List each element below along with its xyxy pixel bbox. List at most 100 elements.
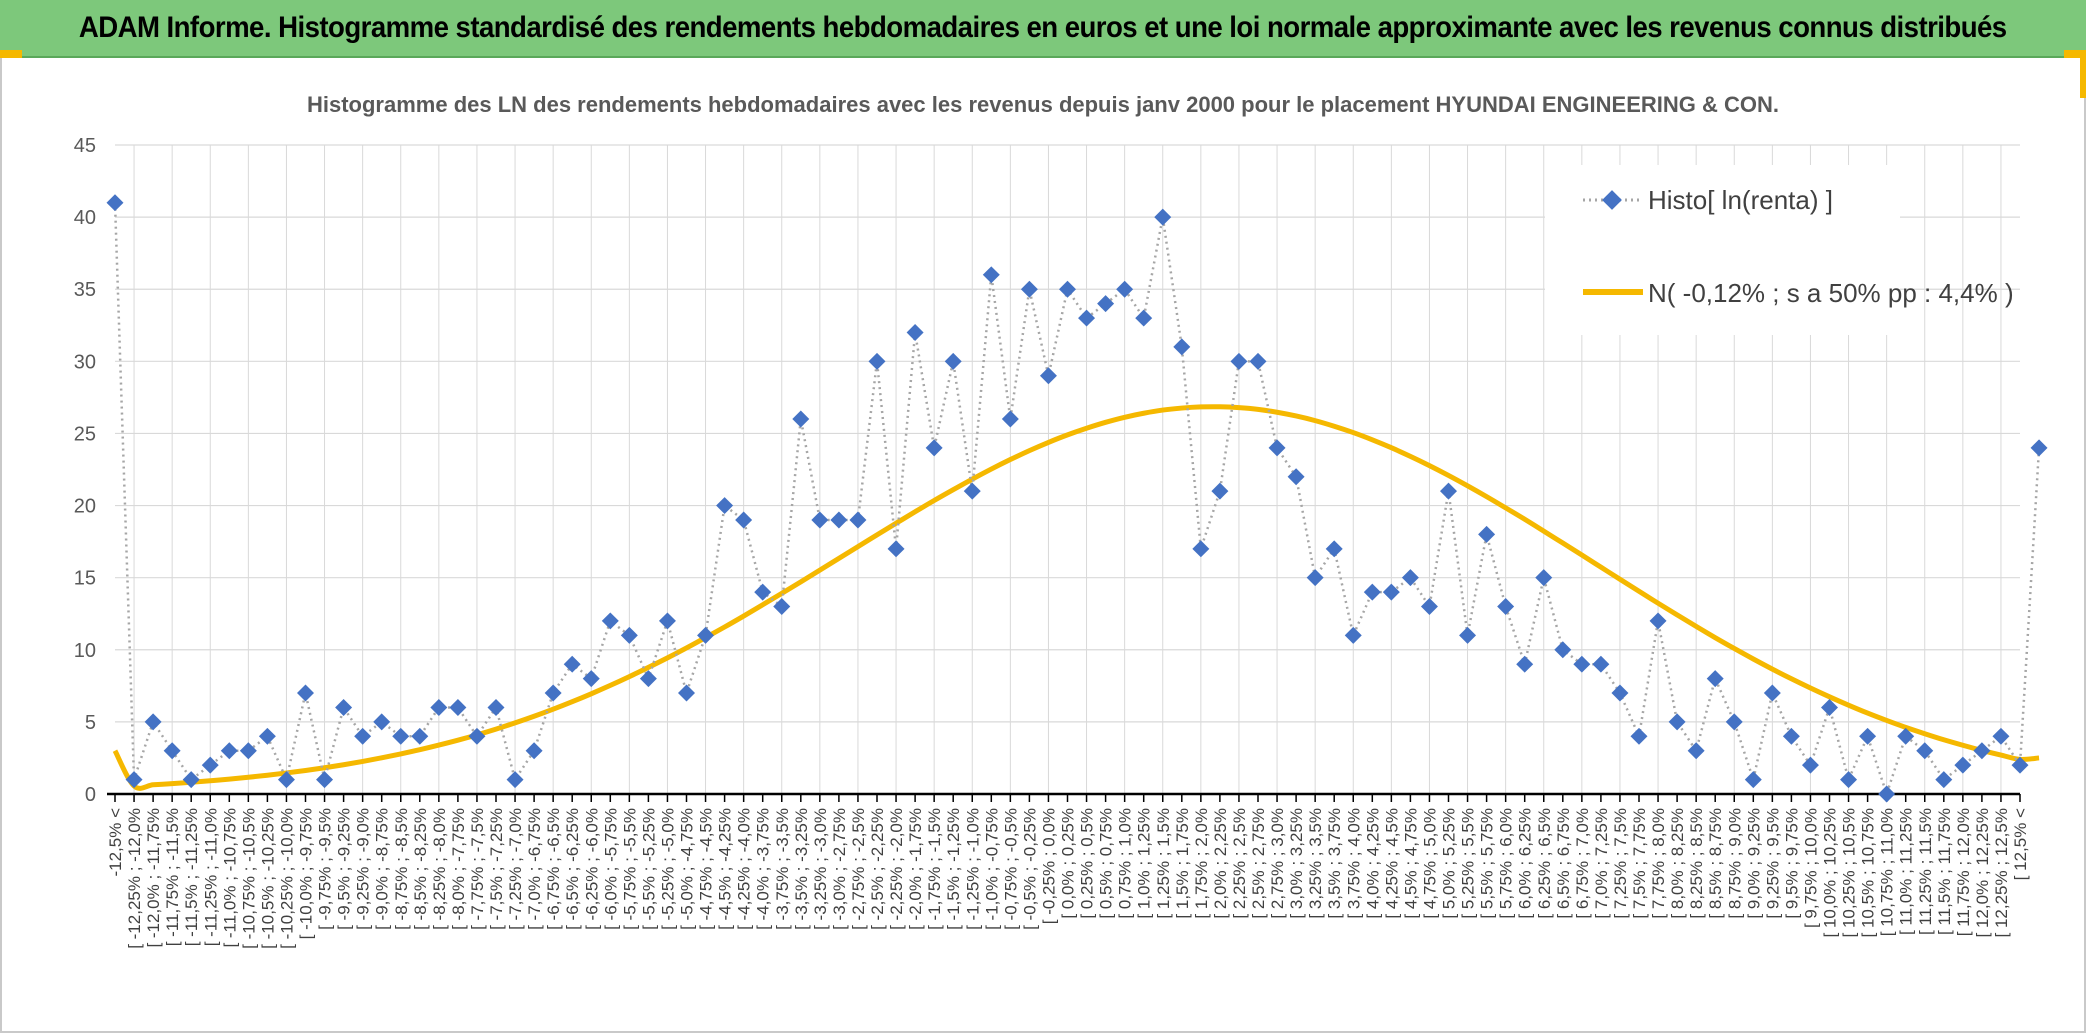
x-tick-label: [ 5,5% ; 5,75% bbox=[1478, 808, 1497, 919]
x-tick-label: [ 12,0% ; 12,25% bbox=[1973, 808, 1992, 937]
histo-point bbox=[449, 698, 467, 716]
x-tick-label: [ -8,0% ; -7,75% bbox=[449, 808, 468, 930]
y-tick-label: 35 bbox=[74, 279, 96, 301]
chart-title: Histogramme des LN des rendements hebdom… bbox=[307, 92, 1779, 117]
x-tick-label: [ 3,25% ; 3,5% bbox=[1306, 808, 1325, 919]
histo-point bbox=[468, 727, 486, 745]
x-tick-label: [ -6,25% ; -6,0% bbox=[582, 808, 601, 930]
x-tick-label: [ 12,25% ; 12,5% bbox=[1992, 808, 2011, 937]
x-tick-label: [ -9,0% ; -8,75% bbox=[373, 808, 392, 930]
histo-point bbox=[297, 684, 314, 702]
histo-point bbox=[1078, 309, 1096, 327]
y-tick-label: 40 bbox=[74, 207, 96, 229]
histo-point bbox=[1001, 410, 1019, 428]
histo-point bbox=[697, 626, 715, 644]
x-tick-label: [ -3,5% ; -3,25% bbox=[792, 808, 811, 930]
x-tick-label: [ 1,5% ; 1,75% bbox=[1173, 808, 1192, 919]
histo-point bbox=[2030, 439, 2048, 457]
histo-point bbox=[1516, 655, 1534, 673]
x-tick-label: [ 5,75% ; 6,0% bbox=[1497, 808, 1516, 919]
x-tick-label: [ 0,75% ; 1,0% bbox=[1116, 808, 1135, 919]
histo-point bbox=[1039, 367, 1057, 385]
x-tick-label: [ -3,25% ; -3,0% bbox=[811, 808, 830, 930]
x-tick-label: [ -12,0% ; -11,75% bbox=[144, 808, 163, 948]
x-tick-label: [ -4,5% ; -4,25% bbox=[716, 808, 735, 930]
x-tick-label: [ -11,5% ; -11,25% bbox=[182, 808, 201, 946]
x-tick-label: [ -5,0% ; -4,75% bbox=[678, 808, 697, 930]
x-tick-label: [ 0,5% ; 0,75% bbox=[1097, 808, 1116, 919]
histo-point bbox=[1744, 771, 1762, 789]
histo-point bbox=[1192, 540, 1210, 558]
x-tick-label: [ 6,75% ; 7,0% bbox=[1573, 808, 1592, 919]
x-tick-label: [ -4,75% ; -4,5% bbox=[697, 808, 716, 930]
banner-accent-right bbox=[2064, 50, 2086, 58]
x-tick-label: [ -1,75% ; -1,5% bbox=[925, 808, 944, 930]
x-tick-label: [ 2,25% ; 2,5% bbox=[1230, 808, 1249, 919]
histo-point bbox=[754, 583, 772, 601]
histo-point bbox=[1840, 771, 1858, 789]
x-tick-label: [ 10,75% ; 11,0% bbox=[1878, 808, 1897, 936]
histo-point bbox=[430, 698, 448, 716]
x-tick-label: [ -0,5% ; -0,25% bbox=[1020, 808, 1039, 930]
histo-point bbox=[1763, 684, 1781, 702]
x-tick-label: [ -4,0% ; -3,75% bbox=[754, 808, 773, 930]
histo-point bbox=[1059, 280, 1076, 298]
x-tick-label: [ -2,25% ; -2,0% bbox=[887, 808, 906, 930]
histo-point bbox=[1935, 771, 1953, 789]
x-tick-label: [ 3,5% ; 3,75% bbox=[1325, 808, 1344, 919]
x-tick-label: [ 7,75% ; 8,0% bbox=[1649, 808, 1668, 919]
x-axis: -12,5% <[ -12,25% ; -12,0%[ -12,0% ; -11… bbox=[106, 792, 2030, 949]
histo-point bbox=[887, 540, 905, 558]
histo-point bbox=[1363, 583, 1381, 601]
x-tick-label: [ -9,5% ; -9,25% bbox=[335, 808, 354, 930]
histo-point bbox=[1706, 670, 1724, 688]
x-tick-label: [ -4,25% ; -4,0% bbox=[735, 808, 754, 930]
x-tick-label: [ -7,0% ; -6,75% bbox=[525, 808, 544, 930]
x-tick-label: [ 6,5% ; 6,75% bbox=[1554, 808, 1573, 919]
histo-point bbox=[1097, 295, 1115, 313]
x-tick-label: [ -1,5% ; -1,25% bbox=[944, 808, 963, 930]
x-tick-label: [ -11,0% ; -10,75% bbox=[220, 808, 239, 948]
y-tick-label: 15 bbox=[74, 568, 96, 590]
x-tick-label: [ 4,25% ; 4,5% bbox=[1382, 808, 1401, 919]
x-tick-label: [ -1,25% ; -1,0% bbox=[963, 808, 982, 930]
y-tick-label: 5 bbox=[85, 712, 96, 734]
histo-point bbox=[1306, 569, 1324, 587]
x-tick-label: [ -0,25% ; 0,0% bbox=[1039, 808, 1058, 924]
y-tick-label: 30 bbox=[74, 351, 96, 373]
histo-point bbox=[868, 352, 886, 370]
x-tick-label: [ -9,25% ; -9,0% bbox=[354, 808, 373, 930]
x-tick-label: [ -2,75% ; -2,5% bbox=[849, 808, 868, 930]
x-tick-label: [ 8,5% ; 8,75% bbox=[1706, 808, 1725, 919]
histo-point bbox=[392, 727, 410, 745]
x-tick-label: -12,5% < bbox=[106, 808, 125, 877]
histo-point bbox=[411, 727, 429, 745]
x-tick-label: [ -3,75% ; -3,5% bbox=[773, 808, 792, 930]
histo-point bbox=[678, 684, 695, 702]
x-tick-label: [ 10,25% ; 10,5% bbox=[1840, 808, 1859, 937]
histo-point bbox=[1135, 309, 1153, 327]
x-tick-label: [ 7,0% ; 7,25% bbox=[1592, 808, 1611, 919]
histo-point bbox=[792, 410, 810, 428]
legend-histo-label: Histo[ ln(renta) ] bbox=[1648, 185, 1833, 215]
x-tick-label: [ -0,75% ; -0,5% bbox=[1001, 808, 1020, 930]
x-tick-label: [ 1,25% ; 1,5% bbox=[1154, 808, 1173, 919]
x-tick-label: [ 4,0% ; 4,25% bbox=[1363, 808, 1382, 919]
x-tick-label: [ -5,75% ; -5,5% bbox=[620, 808, 639, 930]
x-tick-label: [ 12,5% < bbox=[2011, 808, 2030, 880]
histo-point bbox=[1725, 713, 1743, 731]
x-tick-label: [ 9,75% ; 10,0% bbox=[1801, 808, 1820, 928]
legend: Histo[ ln(renta) ] N( -0,12% ; s a 50% p… bbox=[1545, 165, 2014, 335]
histo-point bbox=[1859, 727, 1877, 745]
x-tick-label: [ -11,75% ; -11,5% bbox=[163, 808, 182, 946]
x-tick-label: [ 2,5% ; 2,75% bbox=[1249, 808, 1268, 919]
histo-point bbox=[487, 698, 505, 716]
x-tick-label: [ -6,0% ; -5,75% bbox=[601, 808, 620, 930]
normal-curve bbox=[112, 404, 2040, 791]
x-tick-label: [ -10,75% ; -10,5% bbox=[239, 808, 258, 949]
histo-point bbox=[963, 482, 981, 500]
histo-point bbox=[925, 439, 943, 457]
right-edge-accent bbox=[2080, 58, 2086, 98]
x-tick-label: [ 7,5% ; 7,75% bbox=[1630, 808, 1649, 919]
x-tick-label: [ 8,75% ; 9,0% bbox=[1725, 808, 1744, 919]
